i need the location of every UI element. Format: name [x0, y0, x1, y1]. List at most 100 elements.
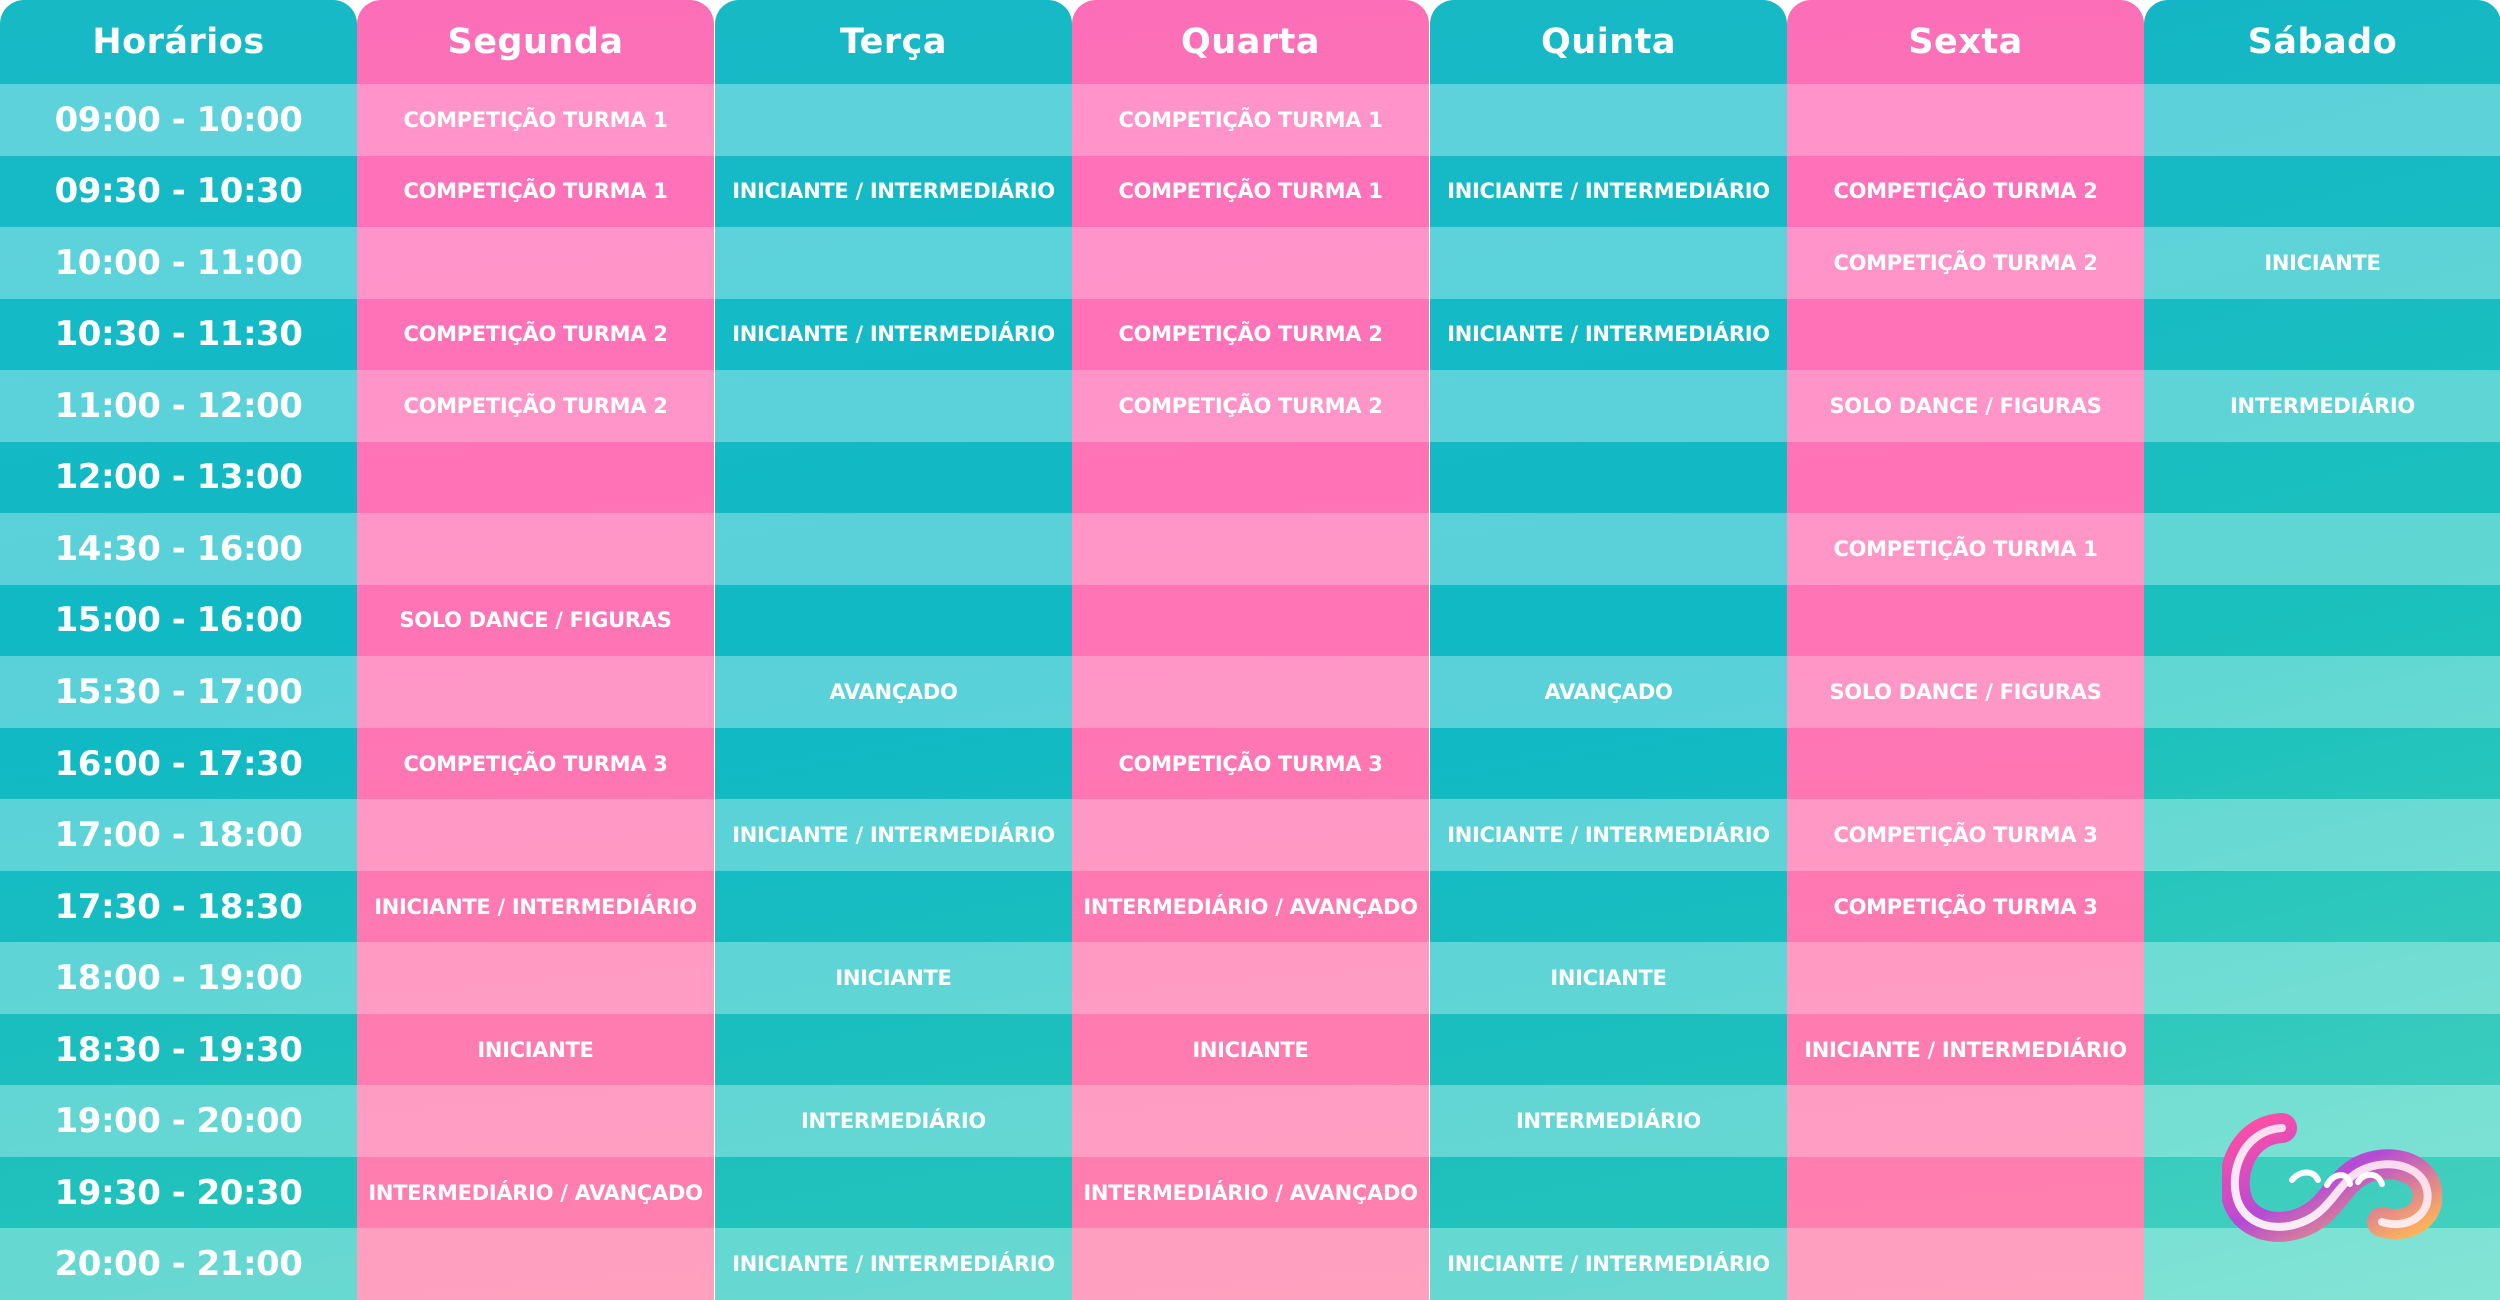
class-cell-terca	[715, 84, 1072, 156]
time-slot: 09:00 - 10:00	[54, 99, 303, 140]
row-stripe	[1072, 1085, 1429, 1157]
column-header-sabado: Sábado	[2247, 22, 2398, 62]
class-cell-sexta	[1787, 942, 2144, 1014]
class-cell-terca	[715, 442, 1072, 514]
column-header-band	[1072, 0, 1429, 84]
class-cell-quinta: INICIANTE / INTERMEDIÁRIO	[1447, 322, 1770, 347]
row-stripe	[2144, 870, 2500, 943]
class-cell-quarta	[1072, 656, 1429, 728]
row-stripe	[2144, 1013, 2500, 1086]
row-stripe	[2144, 584, 2500, 657]
row-stripe	[1430, 799, 1787, 871]
row-stripe	[1430, 227, 1787, 299]
class-cell-segunda: INTERMEDIÁRIO / AVANÇADO	[368, 1180, 703, 1205]
class-cell-segunda	[357, 799, 714, 871]
row-stripe	[1787, 155, 2144, 228]
row-stripe	[1430, 584, 1787, 657]
row-stripe	[1072, 1156, 1429, 1229]
row-stripe	[1072, 870, 1429, 943]
class-cell-sabado	[2144, 728, 2500, 800]
class-cell-quinta	[1430, 84, 1787, 156]
row-stripe	[1430, 727, 1787, 800]
row-stripe	[1072, 441, 1429, 514]
row-stripe	[715, 155, 1072, 228]
row-stripe	[357, 1085, 714, 1157]
row-stripe	[0, 370, 357, 442]
column-segunda: Segunda COMPETIÇÃO TURMA 1 COMPETIÇÃO TURM…	[357, 0, 714, 1300]
row-stripe	[357, 227, 714, 299]
class-cell-quarta	[1072, 942, 1429, 1014]
time-slot: 10:00 - 11:00	[54, 242, 303, 283]
class-cell-segunda	[357, 513, 714, 585]
column-header-band	[1787, 0, 2144, 84]
row-stripe	[1430, 298, 1787, 371]
class-cell-segunda: COMPETIÇÃO TURMA 2	[403, 322, 668, 347]
row-stripe	[357, 513, 714, 585]
column-sexta: Sexta COMPETIÇÃO TURMA 2 COMPETIÇÃO TURMA …	[1787, 0, 2144, 1300]
row-stripe	[1430, 441, 1787, 514]
row-stripe	[357, 727, 714, 800]
row-stripe	[0, 441, 357, 514]
column-header-segunda: Segunda	[447, 22, 624, 62]
row-stripe	[1072, 370, 1429, 442]
row-stripe	[0, 1013, 357, 1086]
row-stripe	[715, 441, 1072, 514]
class-cell-quarta	[1072, 513, 1429, 585]
row-stripe	[715, 1228, 1072, 1300]
class-cell-sabado	[2144, 513, 2500, 585]
row-stripe	[715, 513, 1072, 585]
time-slot: 12:00 - 13:00	[54, 457, 303, 498]
row-stripe	[0, 942, 357, 1014]
class-cell-quinta	[1430, 370, 1787, 442]
row-stripe	[357, 656, 714, 728]
row-stripe	[1430, 942, 1787, 1014]
row-stripe	[0, 656, 357, 728]
class-cell-sexta	[1787, 1157, 2144, 1229]
time-slot: 10:30 - 11:30	[54, 314, 303, 355]
row-stripe	[2144, 155, 2500, 228]
class-cell-quinta	[1430, 871, 1787, 943]
column-header-band	[715, 0, 1072, 84]
row-stripe	[0, 227, 357, 299]
class-cell-quarta: INICIANTE	[1192, 1037, 1309, 1062]
class-cell-segunda	[357, 1085, 714, 1157]
row-stripe	[715, 656, 1072, 728]
row-stripe	[715, 942, 1072, 1014]
row-stripe	[2144, 441, 2500, 514]
row-stripe	[2144, 727, 2500, 800]
class-cell-sabado: INTERMEDIÁRIO	[2230, 393, 2415, 418]
class-cell-quinta	[1430, 513, 1787, 585]
class-cell-terca: AVANÇADO	[829, 679, 958, 704]
class-cell-sexta: COMPETIÇÃO TURMA 1	[1833, 536, 2098, 561]
column-header-band	[357, 0, 714, 84]
row-stripe	[715, 1156, 1072, 1229]
class-cell-sexta: COMPETIÇÃO TURMA 3	[1833, 823, 2098, 848]
class-cell-quinta	[1430, 1014, 1787, 1086]
class-cell-sexta	[1787, 84, 2144, 156]
class-cell-quinta	[1430, 1157, 1787, 1229]
column-header-quinta: Quinta	[1541, 22, 1676, 62]
class-cell-quinta: INICIANTE / INTERMEDIÁRIO	[1447, 1252, 1770, 1277]
row-stripe	[357, 84, 714, 156]
row-stripe	[1787, 870, 2144, 943]
row-stripe	[357, 1156, 714, 1229]
row-stripe	[0, 1085, 357, 1157]
time-slot: 18:00 - 19:00	[54, 958, 303, 999]
class-cell-quarta	[1072, 1085, 1429, 1157]
row-stripe	[715, 727, 1072, 800]
time-slot: 19:00 - 20:00	[54, 1101, 303, 1142]
class-cell-sexta	[1787, 728, 2144, 800]
class-cell-quarta	[1072, 442, 1429, 514]
time-slot: 18:30 - 19:30	[54, 1029, 303, 1070]
row-stripe	[357, 942, 714, 1014]
column-header-horarios: Horários	[92, 22, 265, 62]
row-stripe	[1072, 155, 1429, 228]
class-cell-terca	[715, 728, 1072, 800]
class-cell-sexta: COMPETIÇÃO TURMA 2	[1833, 179, 2098, 204]
time-slot: 15:00 - 16:00	[54, 600, 303, 641]
row-stripe	[2144, 370, 2500, 442]
column-terca: Terça INICIANTE / INTERMEDIÁRIO INICIANTE …	[715, 0, 1072, 1300]
class-cell-sexta: SOLO DANCE / FIGURAS	[1829, 679, 2102, 704]
class-cell-terca	[715, 871, 1072, 943]
row-stripe	[1787, 1085, 2144, 1157]
